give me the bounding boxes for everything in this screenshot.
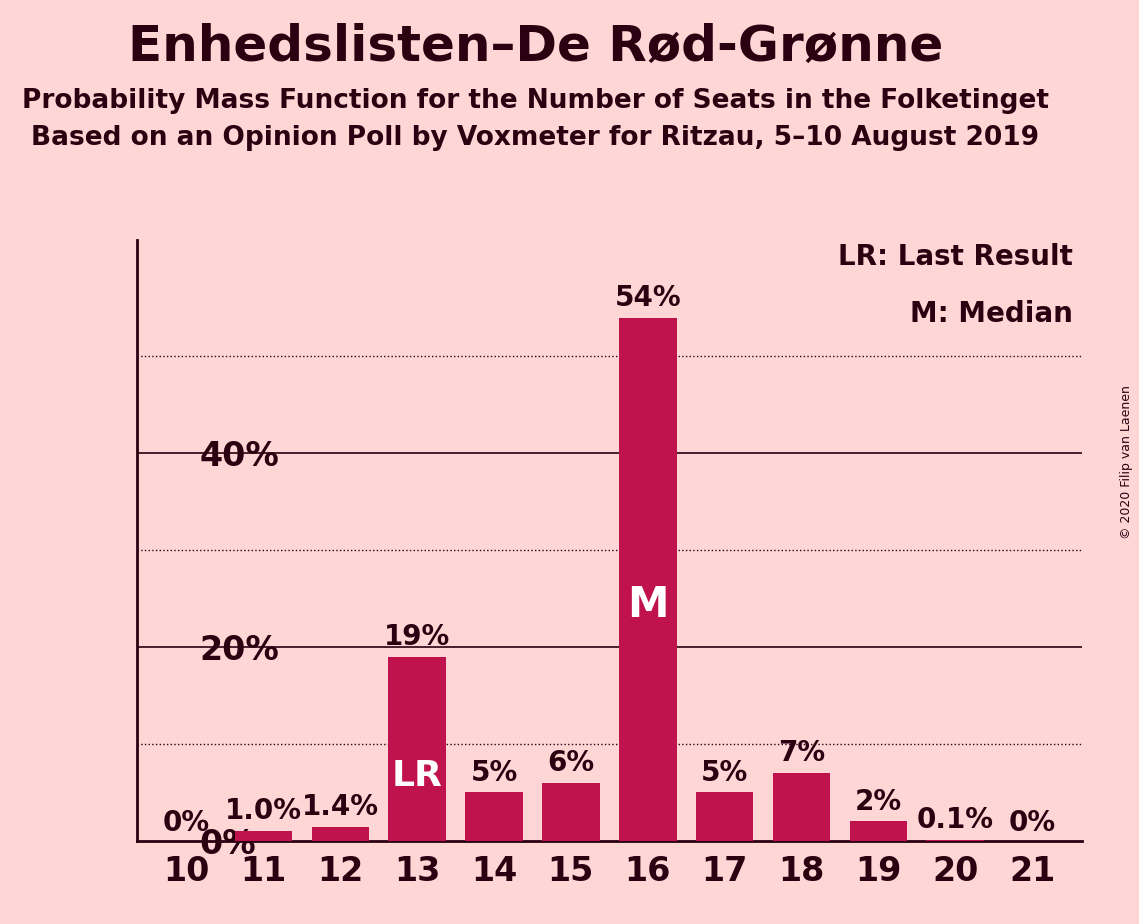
Text: 0%: 0% bbox=[1008, 809, 1056, 837]
Text: 7%: 7% bbox=[778, 739, 825, 767]
Text: 5%: 5% bbox=[700, 759, 748, 786]
Bar bbox=[772, 773, 830, 841]
Bar bbox=[850, 821, 907, 841]
Text: 0%: 0% bbox=[163, 809, 211, 837]
Text: 1.4%: 1.4% bbox=[302, 794, 379, 821]
Bar bbox=[618, 318, 677, 841]
Text: 5%: 5% bbox=[470, 759, 518, 786]
Text: 6%: 6% bbox=[548, 749, 595, 777]
Text: © 2020 Filip van Laenen: © 2020 Filip van Laenen bbox=[1121, 385, 1133, 539]
Bar bbox=[312, 827, 369, 841]
Bar bbox=[465, 793, 523, 841]
Text: LR: LR bbox=[392, 760, 443, 794]
Text: M: M bbox=[628, 585, 669, 626]
Text: 54%: 54% bbox=[614, 284, 681, 312]
Text: 19%: 19% bbox=[384, 623, 450, 651]
Bar bbox=[388, 657, 446, 841]
Text: 0.1%: 0.1% bbox=[917, 806, 993, 834]
Text: Based on an Opinion Poll by Voxmeter for Ritzau, 5–10 August 2019: Based on an Opinion Poll by Voxmeter for… bbox=[31, 125, 1040, 151]
Text: Probability Mass Function for the Number of Seats in the Folketinget: Probability Mass Function for the Number… bbox=[22, 88, 1049, 114]
Text: M: Median: M: Median bbox=[910, 300, 1073, 328]
Bar bbox=[542, 783, 600, 841]
Bar bbox=[235, 832, 293, 841]
Text: LR: Last Result: LR: Last Result bbox=[837, 243, 1073, 272]
Text: 2%: 2% bbox=[854, 787, 902, 816]
Bar bbox=[926, 840, 984, 841]
Text: Enhedslisten–De Rød-Grønne: Enhedslisten–De Rød-Grønne bbox=[128, 23, 943, 71]
Bar bbox=[696, 793, 754, 841]
Text: 1.0%: 1.0% bbox=[226, 797, 302, 825]
